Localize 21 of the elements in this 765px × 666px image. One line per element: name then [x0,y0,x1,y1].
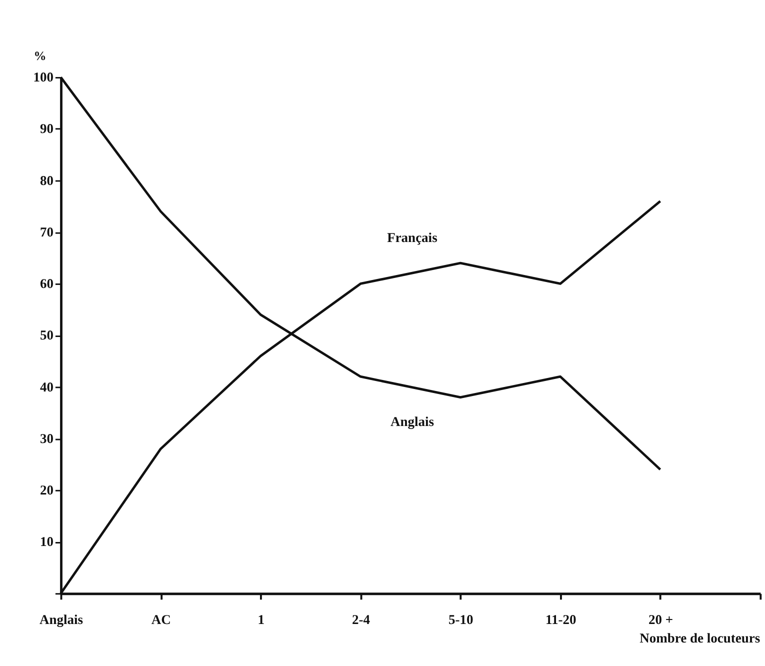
y-tick-label: 10 [40,534,54,550]
y-tick-label: 80 [40,172,54,188]
x-tick-label: 1 [258,612,265,627]
y-tick-label: 20 [40,482,54,498]
x-tick-label: AC [151,612,171,627]
y-axis-title: % [34,48,46,63]
y-tick-label: 70 [40,224,54,240]
x-tick-label: 11-20 [545,612,576,627]
y-tick-label: 100 [33,70,54,85]
y-tick-label: 60 [40,276,54,292]
series-label: Français [387,230,438,245]
x-tick-label: Anglais [40,612,84,627]
x-tick-label: 2-4 [352,612,370,627]
y-tick-label: 30 [40,430,54,446]
y-tick-label: 90 [40,121,54,136]
y-tick-label: 40 [40,379,54,394]
x-tick-label: 5-10 [448,612,474,627]
x-tick-label: 20 + [648,612,674,627]
x-axis-title: Nombre de locuteurs [640,630,760,646]
series-label: Anglais [390,414,434,430]
y-tick-label: 50 [40,328,54,343]
